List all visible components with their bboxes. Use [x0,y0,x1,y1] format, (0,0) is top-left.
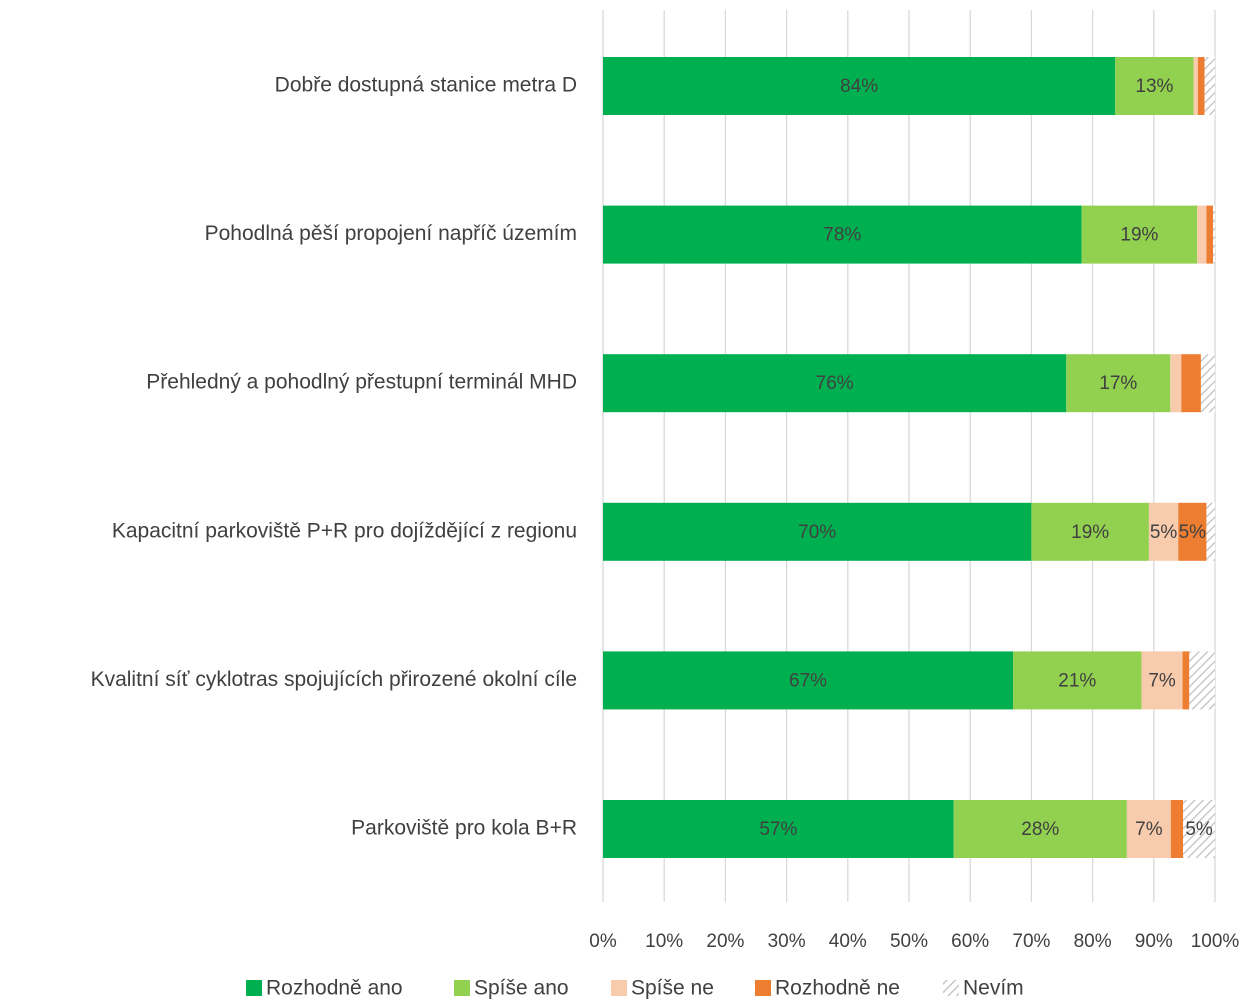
bar-segment [1206,205,1214,264]
bars: 84% 13%78% 19%76% 17%70% 19% 5% 5%67% 21% 7%57% 2… [603,57,1215,858]
bar-segment [1141,651,1183,710]
legend-label: Spíše ne [631,977,714,1000]
legend-label: Rozhodně ano [266,977,403,1000]
bar-segment [1013,651,1142,710]
x-tick-label: 100% [1191,931,1240,952]
data-label: 13% [1135,76,1173,97]
data-label: 21% [1058,670,1096,691]
gridlines [602,10,1216,902]
x-tick-label: 0% [589,931,617,952]
bar-segment [603,57,1116,115]
legend-label: Rozhodně ne [775,977,900,1000]
bar-segment [1189,651,1215,710]
bar-segment [1204,57,1215,115]
x-tick-label: 40% [829,931,867,952]
data-label: 5% [1179,522,1207,543]
category-labels: Dobře dostupná stanice metra D Pohodlná p… [91,74,577,840]
category-label: Kapacitní parkoviště P+R pro dojíždějící… [112,519,577,542]
data-label: 5% [1185,819,1213,840]
bar-segment [1115,57,1194,115]
data-label: 84% [840,76,878,97]
data-label: 5% [1150,522,1178,543]
data-label: 7% [1135,819,1163,840]
legend-swatch [755,980,771,996]
legend-label: Nevím [963,977,1024,1000]
bar-segment [1213,205,1215,264]
data-label: 57% [759,819,797,840]
x-tick-label: 30% [768,931,806,952]
x-tick-label: 70% [1012,931,1050,952]
bar-segment [603,651,1014,710]
bar-segment [603,502,1032,561]
data-label: 28% [1021,819,1059,840]
bar-segment [603,354,1067,413]
legend-swatch [611,980,627,996]
bar-segment [1170,800,1184,858]
x-axis-tick-labels: 0% 10% 20% 30% 40% 50% 60% 70% 80% 90% 100% [589,931,1239,952]
bar-segment [603,800,954,858]
data-label: 78% [823,225,861,246]
legend: Rozhodně ano Spíše ano Spíše ne Rozhodně ne… [246,977,1024,1000]
bar-segment [1031,502,1149,561]
category-label: Parkoviště pro kola B+R [351,817,577,840]
category-label: Dobře dostupná stanice metra D [275,74,577,97]
category-label: Kvalitní síť cyklotras spojujících přiro… [91,668,577,691]
bar-segment [1181,354,1201,413]
data-label: 67% [789,670,827,691]
bar-segment [1148,502,1179,561]
data-label: 19% [1071,522,1109,543]
bar-segment [1206,502,1215,561]
data-label: 76% [816,373,854,394]
bar-segment [1066,354,1171,413]
category-label: Pohodlná pěší propojení napříč územím [205,222,577,245]
x-tick-label: 10% [645,931,683,952]
bar-segment [603,205,1082,264]
x-tick-label: 50% [890,931,928,952]
bar-segment [1182,651,1190,710]
bar-segment [1200,354,1215,413]
category-label: Přehledný a pohodlný přestupní terminál … [146,371,577,394]
legend-label: Spíše ano [474,977,569,1000]
data-label: 70% [798,522,836,543]
data-label: 17% [1099,373,1137,394]
legend-swatch [454,980,470,996]
bar-segment [1193,57,1198,115]
legend-swatch [943,980,959,996]
data-label: 7% [1148,670,1176,691]
bar-segment [1170,354,1182,413]
legend-swatch [246,980,262,996]
x-tick-label: 60% [951,931,989,952]
bar-segment [1197,57,1205,115]
x-tick-label: 90% [1135,931,1173,952]
bar-segment [1178,502,1207,561]
bar-segment [1126,800,1171,858]
bar-segment [1081,205,1198,264]
data-label: 19% [1120,225,1158,246]
x-tick-label: 80% [1074,931,1112,952]
bar-segment [1197,205,1207,264]
x-tick-label: 20% [706,931,744,952]
bar-segment [1183,800,1215,858]
bar-segment [953,800,1127,858]
